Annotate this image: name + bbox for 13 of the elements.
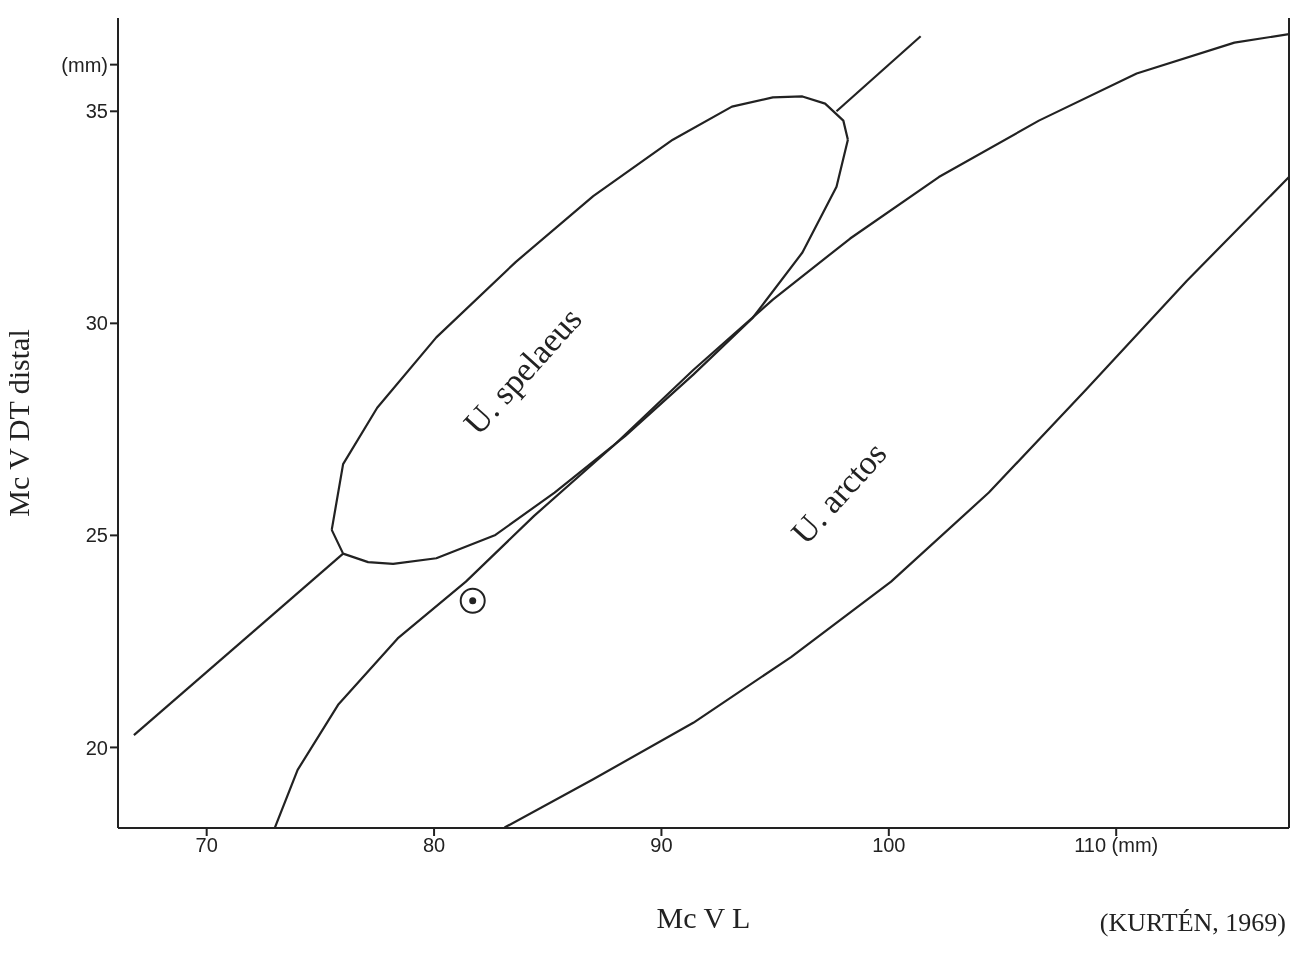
x-tick-label: 70 bbox=[195, 834, 218, 857]
y-tick-label: 35 bbox=[85, 100, 108, 123]
text: (KURTÉN, 1969) bbox=[1099, 908, 1286, 938]
x-tick-label: 110 (mm) bbox=[1074, 834, 1159, 857]
x-tick-label: 90 bbox=[650, 834, 673, 857]
x-axis-title: Mc V L bbox=[656, 901, 751, 934]
y-axis-title: Mc V DT distal bbox=[1, 329, 35, 517]
y-tick-label: (mm) bbox=[61, 53, 108, 76]
y-tick-label: 20 bbox=[85, 736, 108, 759]
y-tick-label: 25 bbox=[85, 524, 108, 547]
y-tick-label: 30 bbox=[85, 312, 108, 335]
x-tick-label: 100 bbox=[872, 834, 906, 857]
x-tick-label: 80 bbox=[422, 834, 446, 857]
